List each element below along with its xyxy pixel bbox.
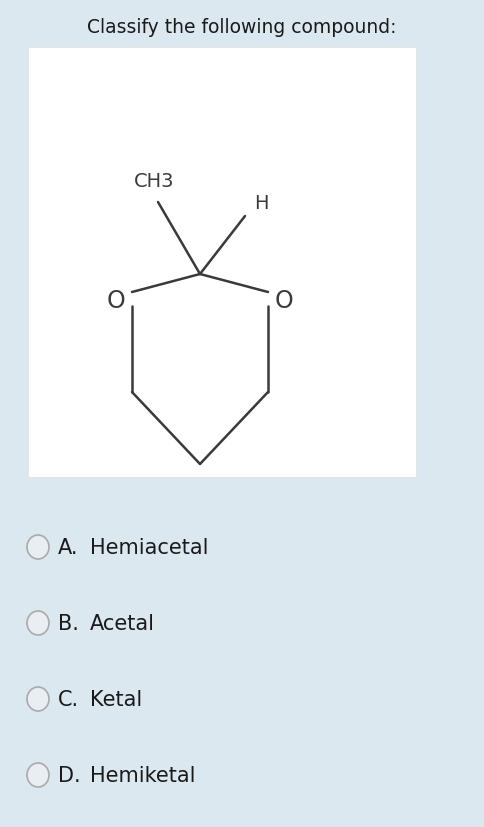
- Ellipse shape: [27, 535, 49, 559]
- Text: Hemiacetal: Hemiacetal: [90, 538, 209, 557]
- Text: A.: A.: [58, 538, 78, 557]
- Text: Acetal: Acetal: [90, 614, 155, 633]
- Ellipse shape: [27, 687, 49, 711]
- Text: Hemiketal: Hemiketal: [90, 765, 196, 785]
- Text: CH3: CH3: [134, 172, 174, 191]
- Text: Ketal: Ketal: [90, 689, 142, 709]
- Text: B.: B.: [58, 614, 79, 633]
- Ellipse shape: [27, 763, 49, 787]
- FancyBboxPatch shape: [28, 48, 416, 477]
- Text: O: O: [274, 289, 293, 313]
- Text: Classify the following compound:: Classify the following compound:: [87, 18, 397, 37]
- Text: D.: D.: [58, 765, 81, 785]
- Ellipse shape: [27, 611, 49, 635]
- Text: H: H: [254, 194, 268, 213]
- Text: C.: C.: [58, 689, 79, 709]
- Text: O: O: [106, 289, 125, 313]
